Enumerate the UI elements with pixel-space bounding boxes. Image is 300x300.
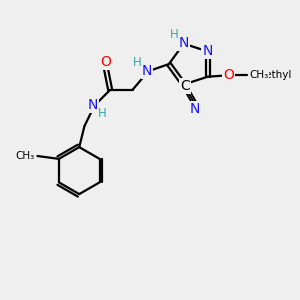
Text: N: N [88,98,98,112]
Text: CH₃: CH₃ [15,151,34,161]
Text: N: N [202,44,213,58]
Text: H: H [170,28,179,41]
Text: C: C [180,79,190,93]
Text: O: O [223,68,234,82]
Text: N: N [142,64,152,78]
Text: H: H [133,56,142,69]
Text: methyl: methyl [255,70,291,80]
Text: N: N [178,36,189,50]
Text: H: H [98,107,107,120]
Text: N: N [190,102,200,116]
Text: CH₃: CH₃ [249,70,268,80]
Text: O: O [100,55,111,69]
